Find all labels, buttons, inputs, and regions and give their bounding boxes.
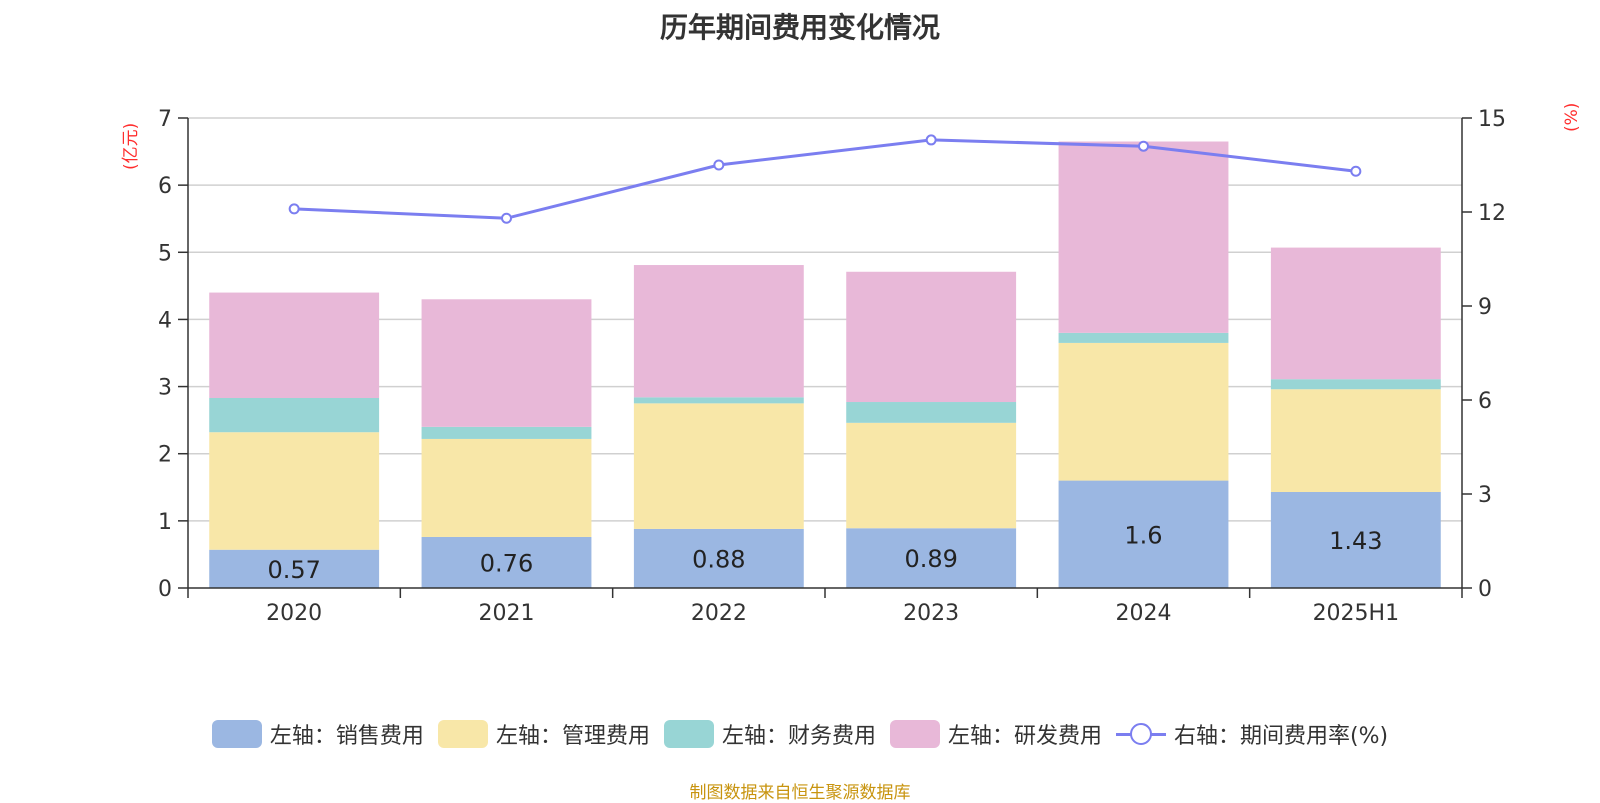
y-left-tick-label: 4 — [158, 308, 172, 333]
bar-finance — [1270, 379, 1441, 390]
legend-swatch-sales — [211, 720, 262, 748]
y-right-tick-label: 15 — [1478, 107, 1506, 132]
x-tick-label: 2025H1 — [1313, 601, 1400, 626]
rate-point — [501, 212, 512, 224]
rate-point — [925, 134, 937, 146]
bar-finance — [846, 402, 1017, 423]
legend-label-rate: 右轴：期间费用率(%) — [1173, 724, 1389, 749]
legend-swatch-finance — [663, 720, 714, 748]
legend-label-rd: 左轴：研发费用 — [947, 724, 1102, 749]
bar-admin — [209, 432, 380, 550]
bar-admin — [633, 403, 804, 529]
legend-label-finance: 左轴：财务费用 — [721, 724, 876, 749]
bar-rd — [633, 265, 804, 398]
legend-swatch-rate — [1115, 720, 1166, 748]
bar-rd — [846, 271, 1017, 403]
bar-finance — [209, 397, 380, 433]
bar-sales — [846, 528, 1017, 588]
y-left-tick-label: 0 — [158, 577, 172, 602]
bar-finance — [421, 426, 592, 439]
x-tick-label: 2023 — [903, 601, 959, 626]
bar-admin — [421, 438, 592, 537]
rate-point — [1350, 165, 1362, 177]
legend-label-admin: 左轴：管理费用 — [495, 724, 650, 749]
data-source-note: 制图数据来自恒生聚源数据库 — [689, 783, 911, 803]
legend-swatch-admin — [437, 720, 488, 748]
rate-point — [288, 203, 300, 215]
x-tick-label: 2021 — [479, 601, 535, 626]
y-left-tick-label: 7 — [158, 107, 172, 132]
legend-item-sales[interactable]: 左轴：销售费用 — [211, 718, 424, 750]
legend-item-rate[interactable]: 右轴：期间费用率(%) — [1115, 718, 1389, 750]
bar-sales — [1058, 480, 1229, 588]
bar-finance — [1058, 332, 1229, 343]
x-tick-label: 2024 — [1116, 601, 1172, 626]
chart-legend: 左轴：销售费用 左轴：管理费用 左轴：财务费用 左轴：研发费用 右轴：期间费用率… — [0, 718, 1600, 750]
rate-point — [713, 159, 725, 171]
chart-title: 历年期间费用变化情况 — [659, 11, 940, 44]
bar-rd — [1270, 247, 1441, 380]
bar-value-label: 0.88 — [692, 545, 745, 573]
bar-rd — [1058, 141, 1229, 333]
bar-finance — [633, 397, 804, 404]
x-tick-label: 2020 — [266, 601, 322, 626]
bar-admin — [1058, 342, 1229, 481]
bar-value-label: 1.6 — [1124, 521, 1162, 549]
bar-rd — [421, 299, 592, 427]
legend-item-rd[interactable]: 左轴：研发费用 — [889, 718, 1102, 750]
bar-value-label: 0.76 — [480, 549, 533, 577]
y-left-tick-label: 6 — [158, 174, 172, 199]
bar-sales — [209, 549, 380, 588]
bar-sales — [421, 536, 592, 588]
y-left-tick-label: 1 — [158, 510, 172, 535]
y-right-tick-label: 0 — [1478, 577, 1492, 602]
y-left-tick-label: 5 — [158, 241, 172, 266]
bar-admin — [846, 422, 1017, 529]
y-left-tick-label: 3 — [158, 376, 172, 401]
bar-sales — [1270, 491, 1441, 588]
legend-item-admin[interactable]: 左轴：管理费用 — [437, 718, 650, 750]
rate-line — [294, 138, 1357, 220]
bar-value-label: 1.43 — [1329, 527, 1382, 555]
bar-value-label: 0.57 — [267, 556, 320, 584]
y-right-tick-label: 6 — [1478, 389, 1492, 414]
rate-point — [1138, 140, 1149, 152]
y-right-tick-label: 9 — [1478, 295, 1492, 320]
x-tick-label: 2022 — [691, 601, 747, 626]
bar-sales — [633, 528, 804, 588]
legend-swatch-rd — [889, 720, 940, 748]
y-right-tick-label: 12 — [1478, 201, 1506, 226]
legend-item-finance[interactable]: 左轴：财务费用 — [663, 718, 876, 750]
y-right-tick-label: 3 — [1478, 483, 1492, 508]
bar-admin — [1270, 389, 1441, 492]
y-left-tick-label: 2 — [158, 443, 172, 468]
legend-label-sales: 左轴：销售费用 — [269, 724, 424, 749]
bar-rd — [209, 292, 380, 398]
bar-value-label: 0.89 — [904, 545, 957, 573]
